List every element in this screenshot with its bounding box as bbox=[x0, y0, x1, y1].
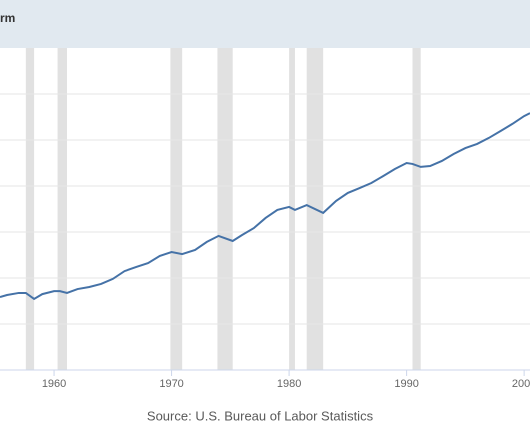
recession-band bbox=[217, 48, 233, 370]
x-tick-label: 1980 bbox=[277, 378, 301, 390]
recession-band bbox=[170, 48, 183, 370]
x-tick-label: 1990 bbox=[394, 378, 418, 390]
recession-band bbox=[57, 48, 67, 370]
title-bar bbox=[0, 0, 530, 48]
chart-title: rm bbox=[0, 11, 15, 25]
x-tick-label: 1960 bbox=[42, 378, 66, 390]
x-tick-label: 2000 bbox=[512, 378, 530, 390]
x-tick-label: 1970 bbox=[159, 378, 183, 390]
recession-band bbox=[412, 48, 421, 370]
recession-band bbox=[25, 48, 35, 370]
data-line bbox=[0, 112, 530, 301]
source: Source: U.S. Bureau of Labor Statistics bbox=[147, 408, 374, 423]
